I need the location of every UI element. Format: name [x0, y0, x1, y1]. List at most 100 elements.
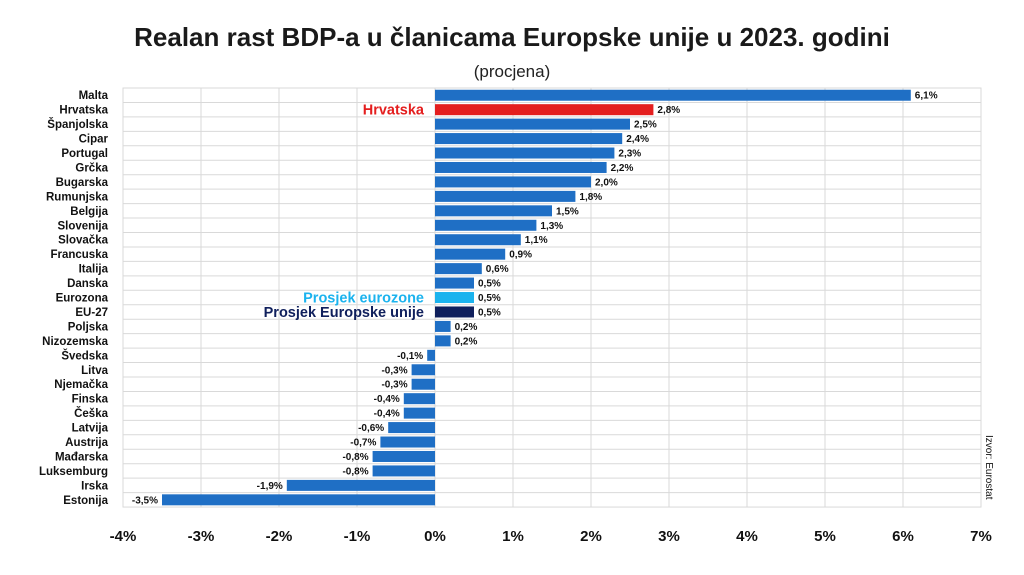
- x-tick-label: 5%: [814, 528, 836, 545]
- value-label: 2,3%: [618, 149, 641, 160]
- category-label: Austrija: [65, 437, 108, 449]
- x-tick-label: -4%: [110, 528, 137, 545]
- bar-Grčka: [435, 161, 607, 173]
- category-label: Estonija: [63, 495, 108, 507]
- x-tick-label: 2%: [580, 528, 602, 545]
- value-label: 0,5%: [478, 279, 501, 290]
- category-label: Češka: [74, 407, 108, 420]
- bar-Hrvatska: [435, 104, 654, 116]
- value-label: 2,0%: [595, 177, 618, 188]
- bar-Rumunjska: [435, 190, 576, 202]
- annotation-label: Prosjek eurozone: [303, 291, 424, 307]
- x-tick-label: -3%: [188, 528, 215, 545]
- bar-Belgija: [435, 205, 552, 217]
- bar-Austrija: [380, 436, 435, 448]
- category-label: Nizozemska: [42, 336, 108, 348]
- bar-Latvija: [388, 422, 435, 434]
- category-label: Grčka: [75, 162, 108, 174]
- category-label: Irska: [81, 480, 108, 492]
- category-label: Litva: [81, 365, 108, 377]
- bar-Španjolska: [435, 118, 630, 130]
- chart-bars: [162, 89, 911, 506]
- category-label: Poljska: [68, 321, 109, 333]
- value-label: 2,8%: [657, 105, 680, 116]
- bar-Švedska: [427, 349, 435, 361]
- bar-Estonija: [162, 494, 435, 506]
- value-label: 0,5%: [478, 307, 501, 318]
- bar-Luksemburg: [372, 465, 435, 477]
- value-label: -0,8%: [342, 452, 368, 463]
- category-label: Francuska: [50, 249, 108, 261]
- bar-EU-27: [435, 306, 474, 318]
- annotation-label: Prosjek Europske unije: [264, 305, 424, 321]
- category-label: Španjolska: [47, 118, 108, 131]
- bar-Mađarska: [372, 450, 435, 462]
- category-label: Njemačka: [54, 379, 108, 391]
- bar-Italija: [435, 263, 482, 275]
- category-label: Malta: [79, 90, 109, 102]
- bar-Slovenija: [435, 219, 537, 231]
- value-label: 1,1%: [525, 235, 548, 246]
- category-label: EU-27: [75, 307, 108, 319]
- category-label: Italija: [79, 264, 109, 276]
- bar-Irska: [286, 479, 435, 491]
- bar-Nizozemska: [435, 335, 451, 347]
- category-label: Slovenija: [58, 220, 109, 232]
- value-label: -3,5%: [132, 495, 158, 506]
- bar-Francuska: [435, 248, 506, 260]
- category-label: Eurozona: [56, 293, 109, 305]
- source-note: Izvor: Eurostat: [983, 435, 994, 500]
- bar-Portugal: [435, 147, 615, 159]
- value-label: -0,1%: [397, 351, 423, 362]
- bar-Slovačka: [435, 234, 521, 246]
- value-label: 0,5%: [478, 293, 501, 304]
- value-label: -0,7%: [350, 438, 376, 449]
- x-tick-label: -2%: [266, 528, 293, 545]
- bar-Danska: [435, 277, 474, 289]
- annotation-label: Hrvatska: [363, 103, 425, 119]
- category-label: Latvija: [72, 423, 109, 435]
- category-label: Cipar: [79, 134, 109, 146]
- category-label: Belgija: [70, 206, 108, 218]
- bar-Malta: [435, 89, 911, 101]
- value-label: 0,2%: [455, 336, 478, 347]
- value-label: 1,8%: [579, 192, 602, 203]
- category-label: Slovačka: [58, 235, 108, 247]
- x-tick-label: -1%: [344, 528, 371, 545]
- x-tick-label: 4%: [736, 528, 758, 545]
- x-tick-label: 6%: [892, 528, 914, 545]
- value-label: 6,1%: [915, 91, 938, 102]
- bar-Poljska: [435, 320, 451, 332]
- value-label: -0,4%: [374, 409, 400, 420]
- bar-Bugarska: [435, 176, 591, 188]
- value-label: -0,3%: [381, 380, 407, 391]
- x-tick-label: 3%: [658, 528, 680, 545]
- bar-Češka: [403, 407, 435, 419]
- category-label: Švedska: [61, 349, 108, 362]
- value-label: 2,5%: [634, 120, 657, 131]
- value-label: -0,6%: [358, 423, 384, 434]
- value-label: 0,6%: [486, 264, 509, 275]
- value-label: 0,2%: [455, 322, 478, 333]
- bar-Eurozona: [435, 292, 474, 304]
- category-label: Finska: [72, 394, 109, 406]
- value-label: -0,3%: [381, 365, 407, 376]
- bar-Njemačka: [411, 378, 435, 390]
- category-label: Hrvatska: [59, 105, 108, 117]
- category-label: Bugarska: [56, 177, 109, 189]
- category-label: Luksemburg: [39, 466, 108, 478]
- bar-Litva: [411, 364, 435, 376]
- bar-Finska: [403, 393, 435, 405]
- value-label: 1,3%: [540, 221, 563, 232]
- chart-subtitle: (procjena): [473, 62, 551, 81]
- chart-title: Realan rast BDP-a u članicama Europske u…: [134, 22, 890, 52]
- category-label: Rumunjska: [46, 191, 109, 203]
- value-labels: 6,1% 2,8%2,5% 2,4% 2,3% 2,2% 2,0% 1,8%1,5% 1,3%…: [132, 91, 938, 507]
- value-label: 2,2%: [611, 163, 634, 174]
- value-label: 1,5%: [556, 206, 579, 217]
- value-label: 0,9%: [509, 250, 532, 261]
- x-tick-label: 7%: [970, 528, 992, 545]
- x-tick-label: 0%: [424, 528, 446, 545]
